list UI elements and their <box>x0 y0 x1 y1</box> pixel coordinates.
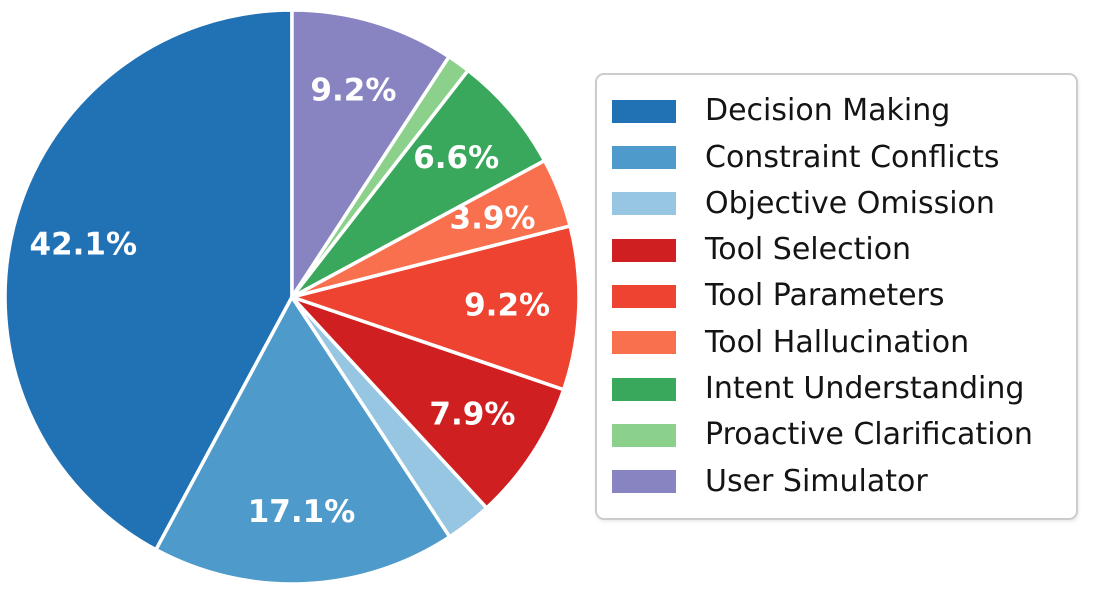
pie-percent-label-intent-understanding: 6.6% <box>413 140 499 176</box>
pie-slice-user-simulator <box>290 8 451 299</box>
legend-swatch-objective-omission <box>612 192 676 216</box>
legend-label: Intent Understanding <box>705 371 1025 407</box>
legend-item-tool-hallucination: Tool Hallucination <box>612 320 1068 366</box>
pie-slice-tool-parameters <box>290 224 581 392</box>
pie-percent-label-constraint-conflicts: 17.1% <box>248 494 356 530</box>
legend-item-intent-understanding: Intent Understanding <box>612 366 1068 412</box>
pie-slice-constraint-conflicts <box>154 295 452 586</box>
legend-swatch-tool-parameters <box>612 284 676 308</box>
legend-label: Objective Omission <box>705 185 995 221</box>
pie-percent-label-decision-making: 42.1% <box>30 226 138 262</box>
legend-item-constraint-conflicts: Constraint Conflicts <box>612 134 1068 180</box>
legend-label: Tool Parameters <box>705 278 945 314</box>
pie-percent-label-tool-parameters: 9.2% <box>464 288 550 324</box>
pie-slice-tool-selection <box>290 295 566 510</box>
legend-item-objective-omission: Objective Omission <box>612 181 1068 227</box>
legend-label: Tool Selection <box>705 232 912 268</box>
legend-item-tool-parameters: Tool Parameters <box>612 273 1068 319</box>
pie-percent-label-user-simulator: 9.2% <box>310 73 396 109</box>
legend-swatch-proactive-clarification <box>612 423 676 447</box>
legend-swatch-decision-making <box>612 99 676 123</box>
legend-swatch-tool-hallucination <box>612 331 676 355</box>
legend-swatch-constraint-conflicts <box>612 146 676 169</box>
legend-swatch-tool-selection <box>612 238 676 262</box>
pie-percent-label-tool-hallucination: 3.9% <box>450 201 536 237</box>
legend: Decision Making Constraint Conflicts Objec… <box>595 73 1078 520</box>
pie-slice-intent-understanding <box>290 68 547 299</box>
legend-item-proactive-clarification: Proactive Clarification <box>612 412 1068 458</box>
legend-label: Constraint Conflicts <box>705 139 1000 175</box>
legend-item-user-simulator: User Simulator <box>612 459 1068 505</box>
legend-swatch-intent-understanding <box>612 377 676 401</box>
legend-label: Decision Making <box>705 93 951 129</box>
legend-label: User Simulator <box>705 463 928 499</box>
legend-swatch-user-simulator <box>612 470 676 494</box>
legend-item-decision-making: Decision Making <box>612 88 1068 134</box>
pie-slice-decision-making <box>3 8 294 552</box>
legend-item-tool-selection: Tool Selection <box>612 227 1068 273</box>
pie-percent-label-tool-selection: 7.9% <box>429 396 515 432</box>
legend-label: Tool Hallucination <box>705 324 970 360</box>
pie-chart: 42.1% 17.1% 7.9% 9.2% 3.9% 6.6% 9.2% <box>3 8 581 586</box>
legend-label: Proactive Clarification <box>705 417 1033 453</box>
